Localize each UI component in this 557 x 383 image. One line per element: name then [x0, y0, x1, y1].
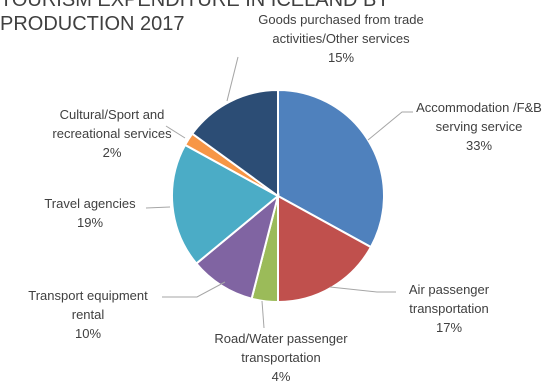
slice-label-cultural-sport: Cultural/Sport and recreational services [52, 107, 172, 141]
slice-value-road-water: 4% [272, 369, 291, 383]
leader-line-travel-agencies [145, 206, 171, 209]
pie-slice-goods-other [190, 88, 279, 198]
leader-line-air-passenger [329, 286, 396, 293]
data-labels: Accommodation /F&B serving service 33% Air … [28, 12, 542, 383]
slice-value-travel-agencies: 19% [77, 215, 103, 230]
pie-slice-travel-agencies [171, 143, 280, 265]
pie-slice-accommodation [277, 88, 385, 249]
slice-label-transport-rental: Transport equipment rental [28, 288, 148, 322]
slice-value-cultural-sport: 2% [103, 145, 122, 160]
chart-title-line-1: TOURISM EXPENDITURE IN ICELAND BY [0, 0, 390, 11]
leader-line-transport-rental [162, 281, 226, 298]
slice-value-air-passenger: 17% [436, 320, 462, 335]
slice-label-goods-other: Goods purchased from trade activities/Oth… [258, 12, 423, 46]
slice-label-accommodation: Accommodation /F&B serving service [416, 100, 542, 134]
slice-value-goods-other: 15% [328, 50, 354, 65]
leader-line-cultural-sport [165, 125, 186, 139]
leader-line-goods-other [226, 56, 239, 102]
pie-slices [171, 88, 385, 304]
slice-value-accommodation: 33% [466, 138, 492, 153]
slice-label-air-passenger: Air passenger transportation [409, 282, 490, 316]
chart-title-line-2: PRODUCTION 2017 [0, 13, 185, 35]
leader-line-road-water [261, 300, 265, 329]
slice-label-road-water: Road/Water passenger transportation [214, 331, 348, 365]
chart-title: TOURISM EXPENDITURE IN ICELAND BY PRODUC… [0, 0, 390, 36]
slice-value-transport-rental: 10% [75, 326, 101, 341]
leader-line-accommodation [367, 111, 413, 141]
slice-label-travel-agencies: Travel agencies [44, 196, 136, 211]
leader-lines [145, 56, 413, 329]
